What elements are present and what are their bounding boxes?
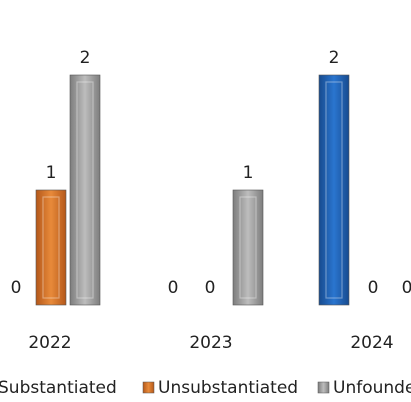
legend: Substantiated Unsubstantiated Unfounded xyxy=(0,378,411,398)
value-label: 1 xyxy=(46,163,57,183)
legend-label: Substantiated xyxy=(0,378,117,398)
value-label: 1 xyxy=(243,163,254,183)
legend-label: Unsubstantiated xyxy=(158,378,298,398)
bars-layer xyxy=(35,74,350,306)
legend-swatch xyxy=(317,381,330,394)
value-labels-layer: 0 1 2 0 0 1 2 0 0 xyxy=(11,48,411,298)
category-label: 2022 xyxy=(28,333,71,353)
bar-bevel xyxy=(76,81,94,299)
bar-unsubstantiated-2022 xyxy=(35,189,67,306)
value-label: 0 xyxy=(205,278,216,298)
bar-bevel xyxy=(325,81,343,299)
bar-substantiated-2024 xyxy=(318,74,350,306)
category-label: 2024 xyxy=(350,333,393,353)
value-label: 2 xyxy=(329,48,340,68)
bar-bevel xyxy=(42,196,60,299)
value-label: 0 xyxy=(11,278,22,298)
value-label: 2 xyxy=(80,48,91,68)
bar-unfounded-2023 xyxy=(232,189,264,306)
category-axis: 2022 2023 2024 xyxy=(28,333,393,353)
bar-unfounded-2022 xyxy=(69,74,101,306)
legend-swatch xyxy=(142,381,155,394)
value-label: 0 xyxy=(168,278,179,298)
legend-label: Unfounded xyxy=(333,378,411,398)
value-label: 0 xyxy=(368,278,379,298)
category-label: 2023 xyxy=(189,333,232,353)
value-label: 0 xyxy=(402,278,411,298)
bar-bevel xyxy=(239,196,257,299)
